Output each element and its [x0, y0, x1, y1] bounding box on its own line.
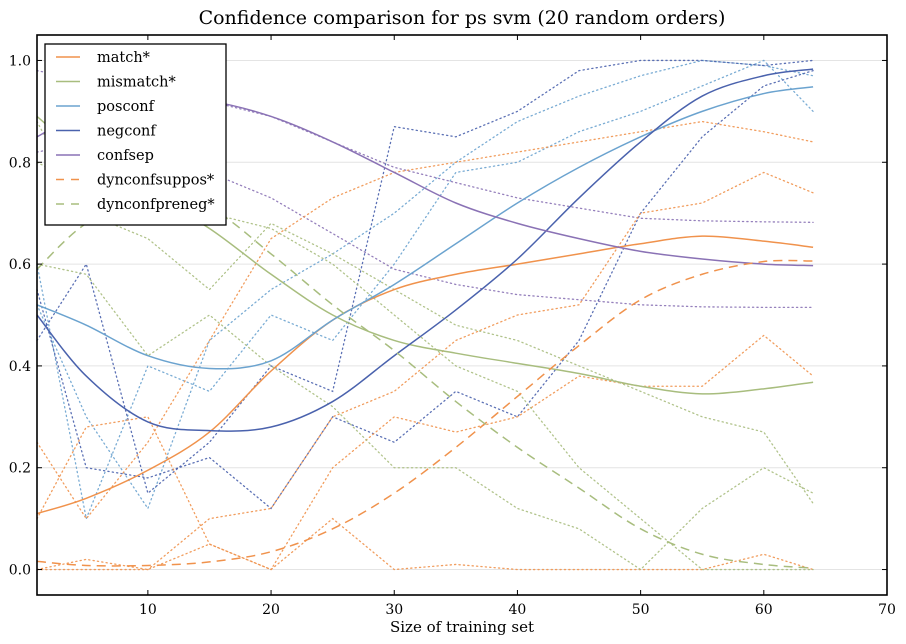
x-tick-label: 50: [632, 602, 650, 618]
axis-ticks: 10 20 30 40 50 60 70 0.0 0.2 0.4 0.6 0.8 1.0: [9, 35, 896, 618]
x-tick-label: 60: [755, 602, 773, 618]
series-line-dynconfsuppos: [36, 259, 814, 567]
background-trace-confsep-order-b: [36, 141, 814, 309]
legend-label-dynconfsuppos: dynconfsuppos*: [97, 173, 215, 189]
series-line-negconf: [36, 68, 814, 432]
chart-title: Confidence comparison for ps svm (20 ran…: [199, 7, 726, 29]
y-tick-label: 1.0: [9, 53, 31, 69]
y-tick-label: 0.4: [9, 359, 31, 375]
background-trace-match-order-c: [36, 334, 814, 571]
legend: match* mismatch* posconf negconf confsep dync…: [44, 43, 227, 226]
legend-label-mismatch: mismatch*: [97, 75, 177, 91]
legend-label-confsep: confsep: [97, 148, 154, 164]
legend-label-dynconfpreneg: dynconfpreneg*: [97, 197, 215, 213]
legend-label-match: match*: [97, 50, 151, 66]
plot-frame: [36, 34, 888, 596]
background-trace-match-order-d: [36, 517, 814, 571]
y-tick-label: 0.8: [9, 155, 31, 171]
background-trace-negconf-order-b: [36, 59, 814, 495]
legend-label-negconf: negconf: [97, 124, 157, 140]
x-axis-label: Size of training set: [390, 618, 534, 636]
series-line-dynconfpreneg: [36, 196, 814, 569]
x-tick-label: 20: [262, 602, 280, 618]
background-trace-mismatch-order-b: [36, 263, 814, 571]
y-tick-label: 0.6: [9, 257, 31, 273]
x-tick-label: 40: [509, 602, 527, 618]
background-trace-posconf-order-b: [36, 59, 814, 521]
legend-label-posconf: posconf: [97, 99, 156, 115]
series-line-posconf: [36, 86, 814, 370]
series-line-match: [36, 235, 814, 515]
x-tick-label: 10: [139, 602, 157, 618]
background-trace-mismatch-order-a: [36, 120, 814, 505]
x-tick-label: 30: [385, 602, 403, 618]
background-trace-match-order-b: [36, 171, 814, 571]
background-trace-match-order-a: [36, 120, 814, 520]
x-tick-label: 70: [878, 602, 896, 618]
y-tick-label: 0.0: [9, 563, 31, 579]
y-tick-label: 0.2: [9, 461, 31, 477]
legend-box: [44, 43, 227, 226]
